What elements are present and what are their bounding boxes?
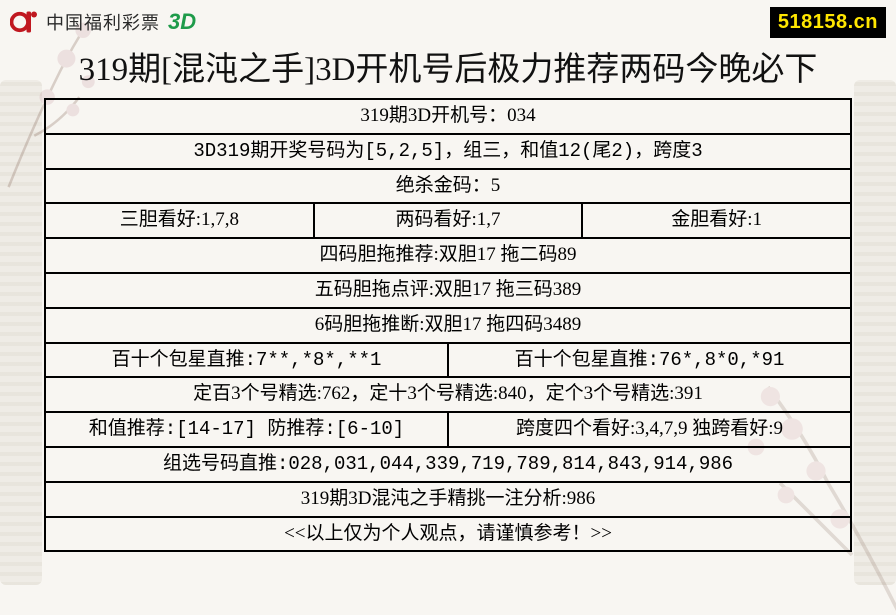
- row-dingwei: 定百3个号精选:762，定十3个号精选:840，定个3个号精选:391: [45, 377, 851, 412]
- row-open-number: 319期3D开机号：034: [45, 99, 851, 134]
- cell-baoxing-b: 百十个包星直推:76*,8*0,*91: [448, 343, 851, 378]
- pillar-right: [854, 80, 896, 585]
- brand-3d-label: 3D: [168, 9, 196, 35]
- header: 中国福利彩票 3D 518158.cn: [0, 0, 896, 40]
- cell-hezhi: 和值推荐:[14-17] 防推荐:[6-10]: [45, 412, 448, 447]
- brand-text: 中国福利彩票: [46, 9, 160, 35]
- row-six-ma: 6码胆拖推断:双胆17 拖四码3489: [45, 308, 851, 343]
- brand: 中国福利彩票 3D: [10, 7, 196, 37]
- row-zuxuan: 组选号码直推:028,031,044,339,719,789,814,843,9…: [45, 447, 851, 482]
- welfare-lottery-logo-icon: [10, 7, 40, 37]
- row-disclaimer: <<以上仅为个人观点，请谨慎参考！>>: [45, 517, 851, 552]
- cell-two-ma: 两码看好:1,7: [314, 203, 583, 238]
- row-four-ma: 四码胆拖推荐:双胆17 拖二码89: [45, 238, 851, 273]
- cell-three-dan: 三胆看好:1,7,8: [45, 203, 314, 238]
- row-kill-gold: 绝杀金码：5: [45, 169, 851, 204]
- prediction-table: 319期3D开机号：034 3D319期开奖号码为[5,2,5]，组三，和值12…: [44, 98, 852, 552]
- row-single-pick: 319期3D混沌之手精挑一注分析:986: [45, 482, 851, 517]
- cell-gold-dan: 金胆看好:1: [582, 203, 851, 238]
- row-draw-result: 3D319期开奖号码为[5,2,5]，组三，和值12(尾2)，跨度3: [45, 134, 851, 169]
- row-five-ma: 五码胆拖点评:双胆17 拖三码389: [45, 273, 851, 308]
- cell-baoxing-a: 百十个包星直推:7**,*8*,**1: [45, 343, 448, 378]
- page-title: 319期[混沌之手]3D开机号后极力推荐两码今晚必下: [0, 40, 896, 98]
- pillar-left: [0, 80, 42, 585]
- site-badge: 518158.cn: [770, 7, 886, 38]
- cell-kuadu: 跨度四个看好:3,4,7,9 独跨看好:9: [448, 412, 851, 447]
